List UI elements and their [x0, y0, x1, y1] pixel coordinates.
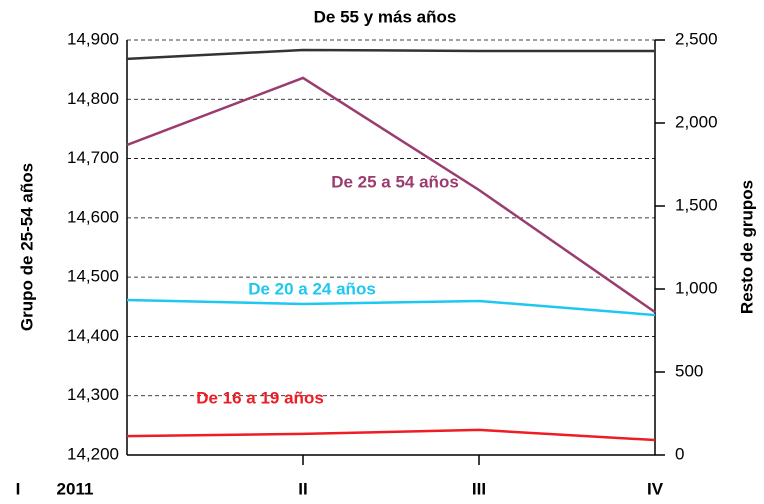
series-line	[126, 48, 655, 61]
series-line	[126, 428, 656, 442]
y-axis-title: Grupo de 25-54 años	[17, 163, 36, 331]
y-tick-label: 14,300	[67, 385, 119, 404]
series-line	[126, 298, 656, 317]
y2-axis-title: Resto de grupos	[737, 180, 756, 314]
series-line	[126, 76, 656, 314]
y-tick-label: 14,400	[67, 326, 119, 345]
series-label: De 55 y más años	[314, 7, 457, 26]
y-tick-label: 14,500	[67, 267, 119, 286]
series-label: De 20 a 24 años	[248, 279, 376, 298]
y-tick-label: 14,200	[67, 444, 119, 463]
y-tick-label: 14,800	[67, 89, 119, 108]
series-label: De 25 a 54 años	[331, 172, 459, 191]
y2-tick-label: 2,500	[675, 29, 718, 48]
x-tick-label: II	[298, 479, 307, 498]
y2-tick-label: 1,500	[675, 195, 718, 214]
year-label: 2011	[57, 479, 94, 498]
y-tick-label: 14,600	[67, 207, 119, 226]
x-tick-label: I	[16, 479, 21, 498]
x-tick-label: III	[472, 479, 486, 498]
y2-tick-label: 2,000	[675, 112, 718, 131]
y-tick-label: 14,900	[67, 29, 119, 48]
x-tick-label: IV	[647, 479, 664, 498]
series-label: De 16 a 19 años	[196, 388, 324, 407]
y2-tick-label: 0	[675, 444, 684, 463]
y-tick-label: 14,700	[67, 148, 119, 167]
y2-tick-label: 500	[675, 361, 703, 380]
y2-tick-label: 1,000	[675, 278, 718, 297]
